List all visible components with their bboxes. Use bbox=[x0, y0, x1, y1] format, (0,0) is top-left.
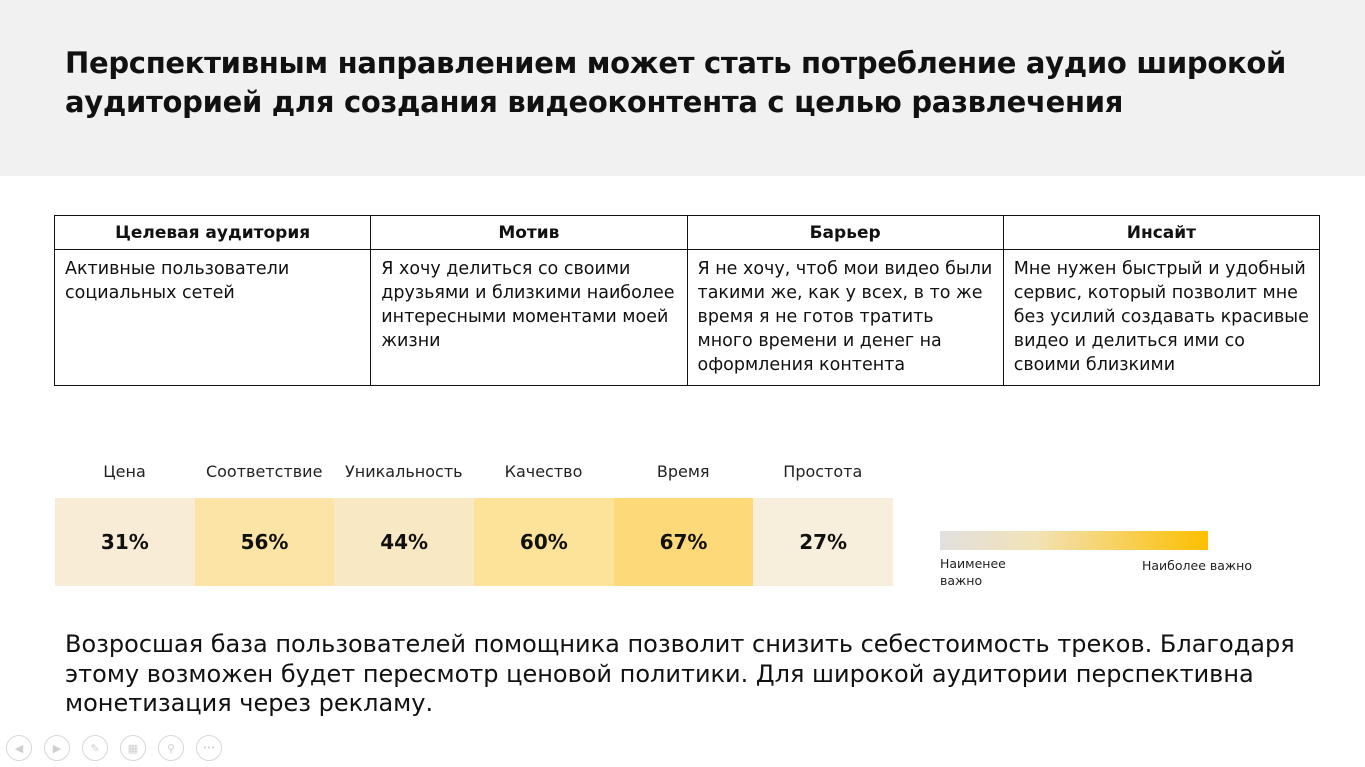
factor-label-uniqueness: Уникальность bbox=[345, 462, 463, 481]
pen-tool-button[interactable]: ✎ bbox=[82, 735, 108, 761]
factor-cell-price: 31% bbox=[55, 498, 195, 586]
legend-high-label: Наиболее важно bbox=[1142, 558, 1252, 573]
cell-motive: Я хочу делиться со своими друзьями и бли… bbox=[370, 249, 688, 386]
cell-insight: Мне нужен быстрый и удобный сервис, кото… bbox=[1002, 249, 1321, 386]
arrow-right-icon: ▶ bbox=[52, 741, 62, 755]
factor-cell-fit: 56% bbox=[194, 498, 335, 586]
factor-labels: Цена Соответствие Уникальность Качество … bbox=[55, 462, 893, 484]
pen-icon: ✎ bbox=[90, 741, 100, 755]
table-header-row: Целевая аудитория Мотив Барьер Инсайт bbox=[53, 215, 1321, 250]
slide-title: Перспективным направлением может стать п… bbox=[65, 46, 1286, 119]
factor-cell-simplicity: 27% bbox=[753, 498, 893, 586]
cell-target-audience: Активные пользователи социальных сетей bbox=[53, 249, 372, 386]
title-banner bbox=[0, 0, 1365, 176]
next-slide-button[interactable]: ▶ bbox=[44, 735, 70, 761]
conclusion-text: Возросшая база пользователей помощника п… bbox=[65, 630, 1295, 717]
cell-barrier: Я не хочу, чтоб мои видео были такими же… bbox=[686, 249, 1004, 386]
zoom-button[interactable]: ⚲ bbox=[158, 735, 184, 761]
more-options-button[interactable]: ••• bbox=[196, 735, 222, 761]
magnifier-icon: ⚲ bbox=[166, 741, 176, 755]
header-motive: Мотив bbox=[370, 215, 688, 250]
table-row: Активные пользователи социальных сетей Я… bbox=[53, 249, 1321, 386]
importance-gradient-legend bbox=[940, 531, 1208, 550]
ellipsis-icon: ••• bbox=[202, 744, 216, 752]
legend-low-label: Наименее важно bbox=[940, 556, 1006, 588]
header-insight: Инсайт bbox=[1002, 215, 1321, 250]
slides-overview-button[interactable]: ▦ bbox=[120, 735, 146, 761]
slides-grid-icon: ▦ bbox=[127, 741, 139, 755]
previous-slide-button[interactable]: ◀ bbox=[6, 735, 32, 761]
arrow-left-icon: ◀ bbox=[14, 741, 24, 755]
audience-table: Целевая аудитория Мотив Барьер Инсайт Ак… bbox=[53, 215, 1321, 386]
factor-cell-uniqueness: 44% bbox=[334, 498, 474, 586]
factor-label-simplicity: Простота bbox=[783, 462, 863, 481]
factor-cell-time: 67% bbox=[613, 498, 754, 586]
header-barrier: Барьер bbox=[686, 215, 1004, 250]
factor-label-time: Время bbox=[656, 462, 710, 481]
factor-cell-quality: 60% bbox=[474, 498, 614, 586]
factor-label-fit: Соответствие bbox=[205, 462, 323, 481]
factor-label-price: Цена bbox=[103, 462, 146, 481]
factor-label-quality: Качество bbox=[504, 462, 583, 481]
factor-heatmap: 31% 56% 44% 60% 67% 27% bbox=[55, 498, 893, 586]
header-target-audience: Целевая аудитория bbox=[53, 215, 372, 250]
